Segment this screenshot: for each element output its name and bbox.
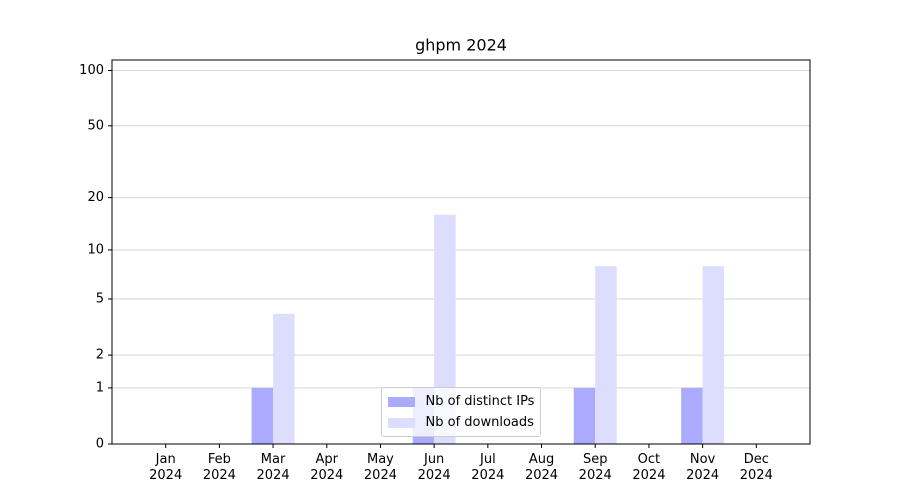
legend-label: Nb of downloads [425, 415, 534, 430]
x-tick-label: Sep 2024 [578, 452, 612, 483]
bar [251, 387, 274, 444]
x-tick-label: Aug 2024 [524, 452, 559, 483]
legend-label: Nb of distinct IPs [425, 394, 535, 409]
y-tick-label: 0 [96, 437, 104, 452]
x-tick-label: Apr 2024 [310, 452, 344, 483]
x-tick-label: Dec 2024 [739, 452, 773, 483]
legend-item: Nb of distinct IPs [387, 391, 535, 412]
y-tick-label: 100 [79, 63, 104, 78]
legend: Nb of distinct IPs Nb of downloads [380, 387, 542, 437]
x-tick-label: Jun 2024 [417, 452, 451, 483]
chart-title: ghpm 2024 [415, 36, 507, 55]
x-tick-label: Jul 2024 [471, 452, 505, 483]
x-tick-label: Feb 2024 [202, 452, 236, 483]
y-tick-label: 2 [96, 348, 104, 363]
x-tick-label: May 2024 [363, 452, 397, 483]
plot-frame [111, 59, 811, 445]
x-tick-label: Jan 2024 [149, 452, 183, 483]
x-tick-label: Nov 2024 [686, 452, 720, 483]
x-tick-label: Oct 2024 [632, 452, 666, 483]
y-tick-label: 10 [87, 242, 104, 257]
bar [573, 387, 596, 444]
y-tick-label: 5 [96, 291, 104, 306]
bar [434, 214, 456, 444]
legend-item: Nb of downloads [387, 412, 535, 433]
bar [273, 313, 295, 444]
y-tick-label: 20 [87, 190, 104, 205]
bar [595, 266, 617, 444]
bar [681, 387, 703, 444]
x-tick-label: Mar 2024 [256, 452, 290, 483]
legend-swatch [387, 417, 415, 428]
bar [702, 266, 725, 444]
legend-swatch [387, 396, 415, 407]
y-tick-label: 1 [96, 380, 104, 395]
y-tick-label: 50 [87, 118, 104, 133]
